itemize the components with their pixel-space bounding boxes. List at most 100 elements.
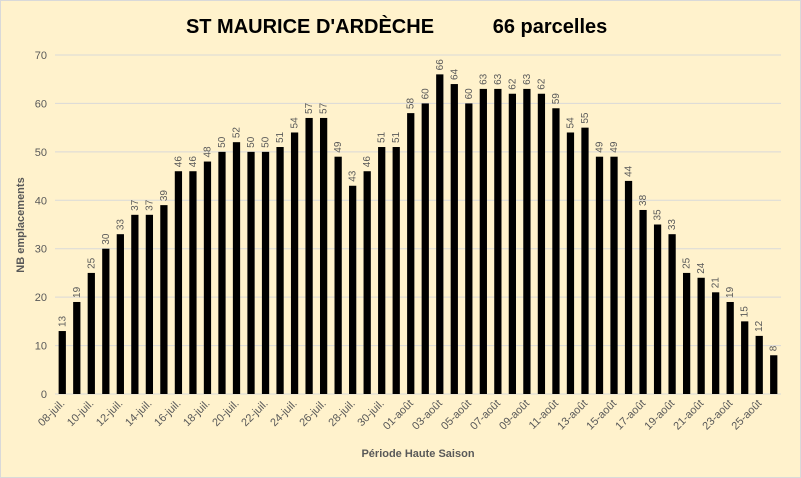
value-label: 50 bbox=[217, 136, 228, 148]
value-label: 37 bbox=[144, 199, 155, 211]
value-label: 19 bbox=[72, 286, 83, 298]
value-label: 51 bbox=[275, 131, 286, 143]
value-label: 15 bbox=[740, 306, 751, 318]
value-label: 62 bbox=[507, 78, 518, 90]
chart-title: ST MAURICE D'ARDÈCHE bbox=[186, 15, 434, 38]
value-label: 59 bbox=[551, 93, 562, 105]
bar bbox=[407, 113, 415, 394]
bar bbox=[508, 93, 517, 394]
value-label: 63 bbox=[493, 73, 504, 85]
bar bbox=[247, 151, 255, 394]
value-label: 44 bbox=[624, 165, 635, 177]
bar bbox=[378, 147, 386, 394]
value-label: 63 bbox=[522, 73, 533, 85]
bar bbox=[566, 132, 575, 394]
bar bbox=[73, 301, 81, 394]
bar bbox=[741, 321, 749, 394]
y-tick-label: 20 bbox=[35, 292, 47, 304]
bar bbox=[305, 117, 313, 394]
bar bbox=[189, 171, 197, 394]
bar bbox=[581, 127, 589, 395]
bar bbox=[276, 147, 284, 394]
bar bbox=[494, 88, 502, 395]
value-label: 8 bbox=[769, 345, 780, 351]
y-tick-label: 60 bbox=[35, 98, 47, 110]
bar bbox=[145, 214, 154, 394]
value-label: 24 bbox=[696, 262, 707, 274]
value-label: 54 bbox=[290, 117, 301, 129]
value-label: 33 bbox=[667, 219, 678, 231]
bar bbox=[450, 84, 458, 395]
bar bbox=[653, 224, 662, 394]
value-label: 39 bbox=[159, 190, 170, 202]
value-label: 51 bbox=[391, 131, 402, 143]
value-label: 25 bbox=[682, 257, 693, 269]
bar bbox=[755, 335, 763, 394]
value-label: 49 bbox=[609, 141, 620, 153]
bar bbox=[610, 156, 618, 394]
y-tick-label: 40 bbox=[35, 195, 47, 207]
bar bbox=[349, 185, 357, 394]
bar bbox=[421, 103, 429, 394]
y-tick-label: 30 bbox=[35, 244, 47, 256]
bar bbox=[131, 214, 139, 394]
bar bbox=[624, 180, 633, 394]
bar bbox=[668, 234, 676, 394]
bar bbox=[682, 272, 691, 394]
bar bbox=[116, 234, 124, 394]
y-tick-label: 50 bbox=[35, 147, 47, 159]
bar bbox=[595, 156, 604, 394]
value-label: 49 bbox=[595, 141, 606, 153]
value-label: 50 bbox=[246, 136, 257, 148]
bar bbox=[319, 117, 328, 394]
bar bbox=[552, 108, 560, 395]
y-tick-label: 0 bbox=[41, 389, 47, 401]
bar bbox=[102, 248, 110, 394]
value-label: 50 bbox=[261, 136, 272, 148]
bar bbox=[639, 209, 647, 394]
value-label: 60 bbox=[464, 88, 475, 100]
y-tick-label: 70 bbox=[35, 50, 47, 62]
value-label: 66 bbox=[435, 59, 446, 71]
value-label: 63 bbox=[478, 73, 489, 85]
value-label: 51 bbox=[377, 131, 388, 143]
bar bbox=[479, 88, 487, 395]
value-label: 30 bbox=[101, 233, 112, 245]
value-label: 62 bbox=[536, 78, 547, 90]
y-tick-label: 10 bbox=[35, 341, 47, 353]
value-label: 38 bbox=[638, 194, 649, 206]
chart-subtitle: 66 parcelles bbox=[493, 16, 608, 38]
bar bbox=[523, 88, 531, 395]
value-label: 64 bbox=[449, 68, 460, 80]
bar bbox=[712, 292, 720, 394]
bar bbox=[436, 74, 444, 394]
bar bbox=[290, 132, 299, 394]
x-axis-title: Période Haute Saison bbox=[361, 448, 474, 460]
value-label: 35 bbox=[653, 209, 664, 221]
bar bbox=[392, 147, 400, 394]
value-label: 46 bbox=[188, 156, 199, 168]
value-label: 37 bbox=[130, 199, 141, 211]
value-label: 33 bbox=[115, 219, 126, 231]
value-label: 21 bbox=[711, 277, 722, 289]
value-label: 19 bbox=[725, 286, 736, 298]
value-label: 52 bbox=[232, 127, 243, 139]
value-label: 57 bbox=[319, 102, 330, 114]
bar bbox=[465, 103, 473, 394]
value-label: 54 bbox=[565, 117, 576, 129]
bar bbox=[697, 277, 705, 394]
bar bbox=[770, 355, 778, 394]
value-label: 57 bbox=[304, 102, 315, 114]
value-label: 25 bbox=[86, 257, 97, 269]
value-label: 58 bbox=[406, 98, 417, 110]
bar bbox=[87, 272, 95, 394]
value-label: 43 bbox=[348, 170, 359, 182]
value-label: 49 bbox=[333, 141, 344, 153]
value-label: 12 bbox=[754, 320, 765, 332]
value-label: 46 bbox=[173, 156, 184, 168]
value-label: 13 bbox=[57, 315, 68, 327]
value-label: 46 bbox=[362, 156, 373, 168]
value-label: 48 bbox=[202, 146, 213, 158]
bar bbox=[174, 171, 183, 394]
